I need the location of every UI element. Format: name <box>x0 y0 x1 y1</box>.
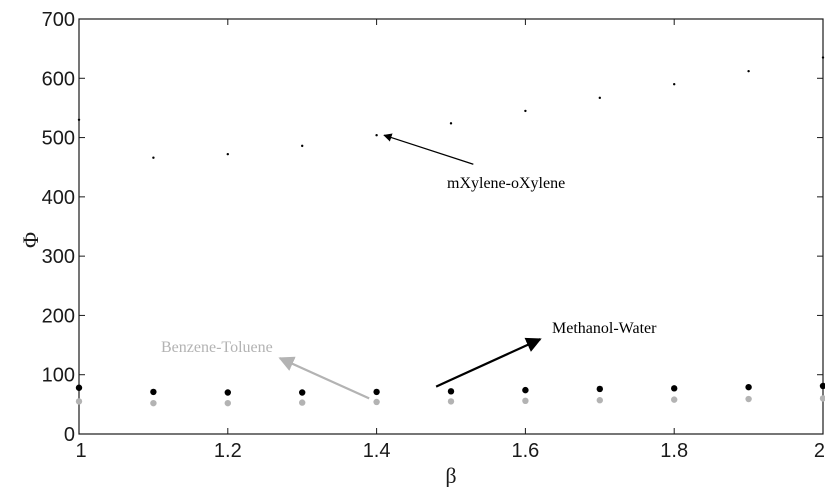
data-point-mxylene-oxylene <box>747 69 750 73</box>
y-tick-label: 700 <box>42 9 75 31</box>
y-tick-label: 100 <box>42 365 75 387</box>
tick-labels: 1 1.2 1.4 1.6 1.8 2 0 100 200 300 400 500 600 700 <box>42 9 825 462</box>
data-point-methanol-water <box>447 388 455 395</box>
data-point-mxylene-oxylene <box>673 83 676 86</box>
data-point-methanol-water <box>819 382 825 390</box>
x-axis-label: β <box>445 463 456 487</box>
annotations: mXylene-oXylene Methanol-Water Benzene-Tol… <box>161 133 657 400</box>
annotation-arrow-methanol-water <box>435 337 542 388</box>
data-point-benzene-toluene <box>522 397 529 404</box>
data-point-mxylene-oxylene <box>226 152 229 156</box>
data-point-methanol-water <box>373 388 380 396</box>
x-tick-label: 1.6 <box>511 440 539 462</box>
y-tick-label: 300 <box>42 246 75 268</box>
y-tick-label: 500 <box>42 128 75 150</box>
data-point-methanol-water <box>522 386 529 394</box>
data-point-methanol-water <box>596 385 603 393</box>
plot-frame <box>78 18 824 435</box>
annotation-label-mxylene-oxylene: mXylene-oXylene <box>447 175 565 192</box>
data-point-benzene-toluene <box>150 399 157 407</box>
data-point-benzene-toluene <box>819 395 825 402</box>
data-point-methanol-water <box>299 389 306 396</box>
data-point-benzene-toluene <box>745 395 752 403</box>
y-axis-label: Φ <box>18 232 43 248</box>
y-tick-label: 400 <box>42 187 75 209</box>
data-point-methanol-water <box>75 384 83 391</box>
data-point-methanol-water <box>671 385 678 392</box>
data-point-mxylene-oxylene <box>449 122 453 125</box>
data-point-mxylene-oxylene <box>598 96 601 100</box>
data-point-mxylene-oxylene <box>301 144 304 148</box>
data-point-benzene-toluene <box>671 396 678 403</box>
data-point-benzene-toluene <box>299 399 306 406</box>
x-tick-label: 1.2 <box>214 440 242 462</box>
data-point-mxylene-oxylene <box>375 134 378 137</box>
annotation-label-benzene-toluene: Benzene-Toluene <box>161 339 273 356</box>
data-point-mxylene-oxylene <box>77 118 81 121</box>
annotation-arrow-mxylene-oxylene <box>383 133 474 165</box>
data-point-benzene-toluene <box>224 399 231 407</box>
data-point-benzene-toluene <box>447 398 455 405</box>
x-tick-label: 1.4 <box>363 440 391 462</box>
data-point-mxylene-oxylene <box>821 56 825 59</box>
x-tick-label: 2 <box>814 440 825 462</box>
data-point-benzene-toluene <box>373 398 380 406</box>
data-points <box>75 56 825 407</box>
data-point-benzene-toluene <box>75 398 83 405</box>
y-tick-label: 0 <box>64 424 75 446</box>
x-tick-label: 1.8 <box>660 440 688 462</box>
x-tick-label: 1 <box>75 440 86 462</box>
data-point-mxylene-oxylene <box>152 156 155 159</box>
data-point-methanol-water <box>224 389 231 396</box>
data-point-benzene-toluene <box>596 397 603 404</box>
annotation-arrow-benzene-toluene <box>278 356 370 400</box>
axes <box>78 18 824 435</box>
annotation-label-methanol-water: Methanol-Water <box>552 320 657 337</box>
data-point-mxylene-oxylene <box>524 109 527 113</box>
data-point-methanol-water <box>150 388 157 396</box>
y-tick-label: 200 <box>42 305 75 327</box>
y-tick-label: 600 <box>42 68 75 90</box>
data-point-methanol-water <box>745 383 752 391</box>
